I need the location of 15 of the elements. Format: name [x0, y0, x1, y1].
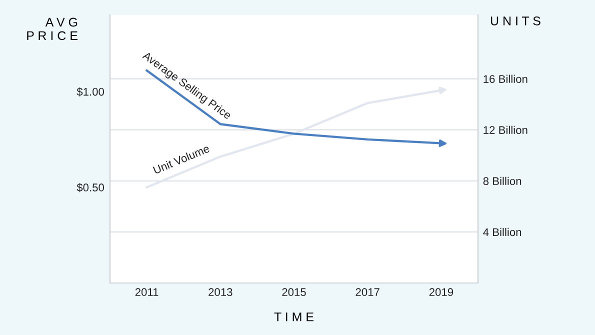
y2-tick-label: 12 Billion — [484, 126, 528, 134]
y2-tick-label: 8 Billion — [483, 176, 522, 186]
x-tick-label: 2015 — [282, 288, 306, 296]
y2-tick-label: 4 Billion — [483, 228, 522, 236]
x-tick-label: 2011 — [135, 288, 158, 296]
y2-tick-label: 16 Billion — [484, 74, 528, 83]
y2-axis-title: U N I T S — [490, 16, 540, 26]
x-axis-title: T I M E — [274, 312, 314, 322]
x-tick-label: 2017 — [356, 288, 380, 296]
x-tick-label: 2013 — [208, 288, 232, 296]
y-tick-label: $1.00 — [76, 87, 104, 96]
text: Unit Volume — [152, 144, 210, 174]
y-axis-title: A V G P R I C E — [27, 18, 78, 40]
x-tick-label: 2019 — [429, 288, 454, 296]
y-tick-label: $0.50 — [76, 183, 104, 192]
